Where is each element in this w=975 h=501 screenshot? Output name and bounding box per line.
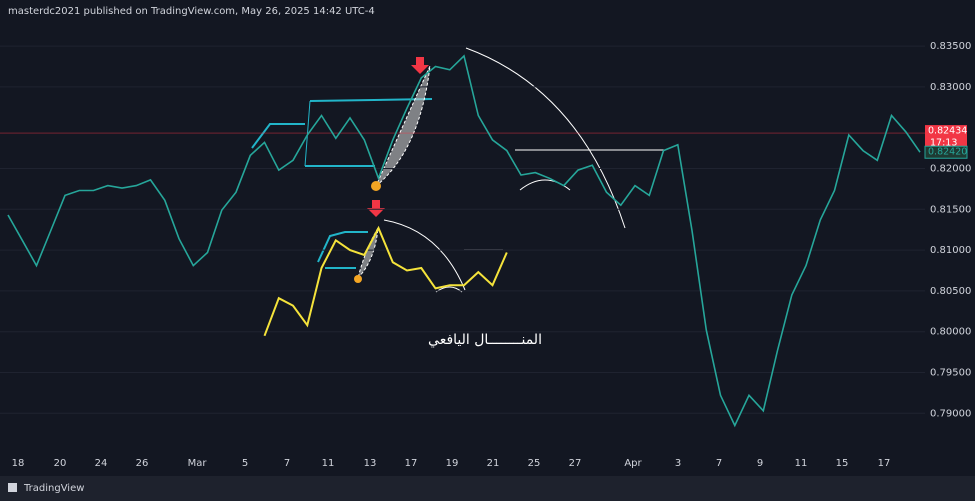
x-tick-label: 17: [878, 458, 891, 469]
y-tick-label: 0.80000: [930, 327, 971, 338]
x-tick-label: 9: [757, 458, 763, 469]
y-tick-label: 0.83000: [930, 82, 971, 93]
brand-logo: [8, 483, 17, 492]
x-tick-label: 21: [487, 458, 500, 469]
y-tick-label: 0.80500: [930, 286, 971, 297]
y-tick-label: 0.81000: [930, 245, 971, 256]
x-tick-label: Apr: [624, 458, 642, 469]
x-tick-label: 26: [136, 458, 149, 469]
x-tick-label: 15: [836, 458, 849, 469]
x-tick-label: 18: [12, 458, 25, 469]
header: masterdc2021 published on TradingView.co…: [8, 6, 375, 17]
annotation: المنــــــــال اليافعي: [428, 332, 542, 348]
x-tick-label: 11: [322, 458, 335, 469]
brand: TradingView: [23, 483, 84, 494]
y-tick-label: 0.81500: [930, 204, 971, 215]
x-tick-label: 19: [446, 458, 459, 469]
price-line: [7, 54, 921, 428]
y-tick-label: 0.82000: [930, 164, 971, 175]
x-tick-label: 7: [716, 458, 722, 469]
x-tick-label: 27: [569, 458, 582, 469]
y-tick-label: 0.79000: [930, 408, 971, 419]
x-tick-label: 17: [405, 458, 418, 469]
x-tick-label: 24: [95, 458, 108, 469]
x-tick-label: 5: [242, 458, 248, 469]
x-tick-label: Mar: [188, 458, 208, 469]
x-tick-label: 3: [675, 458, 681, 469]
x-tick-label: 11: [795, 458, 808, 469]
y-tick-label: 0.79500: [930, 367, 971, 378]
x-tick-label: 13: [364, 458, 377, 469]
last-price-badge: [925, 125, 967, 150]
x-tick-label: 25: [528, 458, 541, 469]
price-line: [263, 225, 508, 337]
y-tick-label: 0.83500: [930, 41, 971, 52]
countdown-label: 17:13: [930, 138, 957, 149]
bid-price-label: 0.82420: [928, 147, 967, 158]
footer-bar: [0, 476, 975, 501]
x-tick-label: 20: [54, 458, 67, 469]
last-price-label: 0.82434: [928, 126, 967, 137]
bid-price-badge: [924, 145, 968, 159]
x-tick-label: 7: [284, 458, 290, 469]
